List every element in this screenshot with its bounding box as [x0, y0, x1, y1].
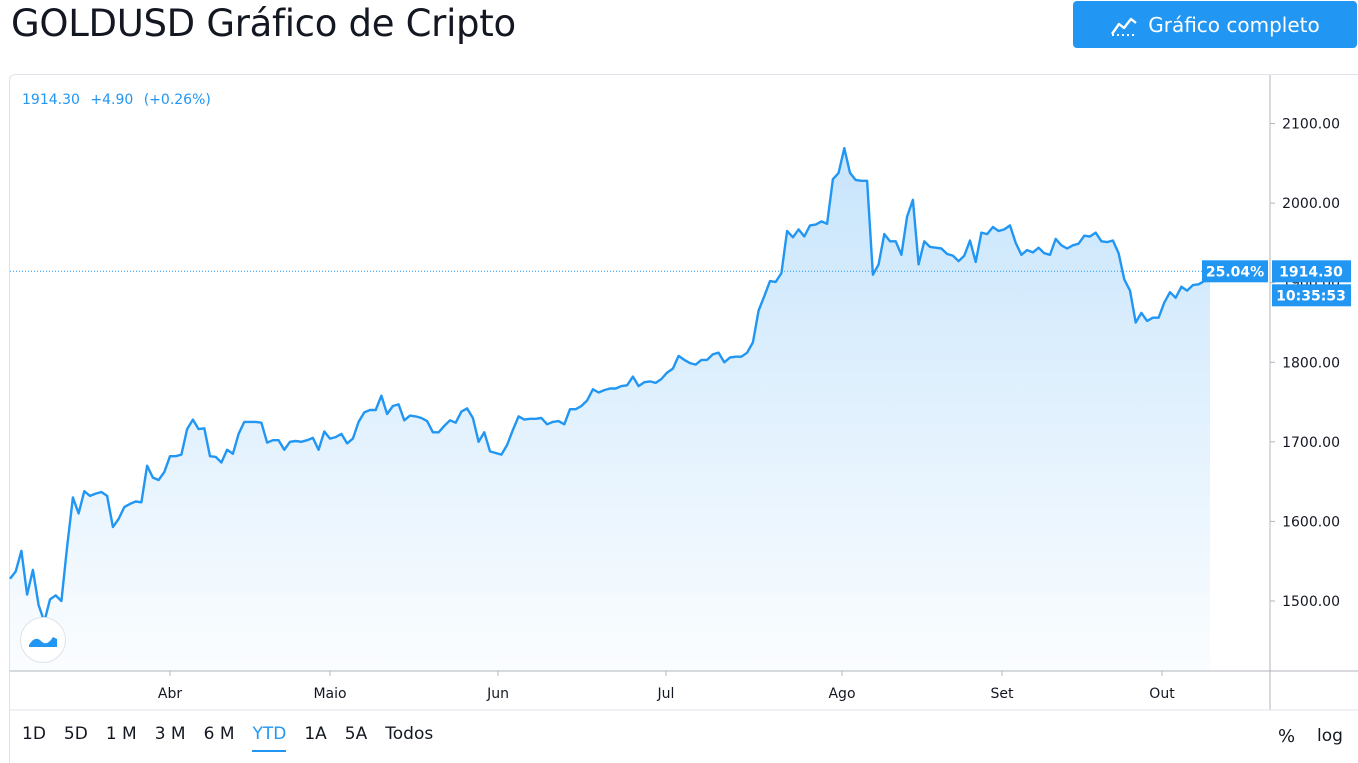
full-chart-button[interactable]: Gráfico completo — [1073, 1, 1357, 48]
chart-line-icon — [1111, 17, 1137, 36]
last-price-tag-label: 1914.30 — [1279, 264, 1343, 280]
tradingview-logo[interactable] — [20, 617, 66, 663]
y-tick-label: 1500.00 — [1282, 594, 1340, 610]
time-tag — [1272, 284, 1351, 307]
range-selector: 1D 5D 1 M 3 M 6 M YTD 1A 5A Todos — [22, 724, 451, 752]
time-tag-label: 10:35:53 — [1276, 288, 1346, 304]
range-6m[interactable]: 6 M — [203, 724, 235, 744]
range-1a[interactable]: 1A — [304, 724, 327, 744]
full-chart-label: Gráfico completo — [1148, 12, 1320, 37]
log-toggle[interactable]: log — [1317, 726, 1343, 746]
range-3m[interactable]: 3 M — [154, 724, 186, 744]
y-tick-label: 1700.00 — [1282, 435, 1340, 451]
y-tick-label: 2000.00 — [1282, 196, 1340, 212]
range-todos[interactable]: Todos — [385, 724, 434, 744]
range-1d[interactable]: 1D — [22, 724, 46, 744]
range-5a[interactable]: 5A — [344, 724, 368, 744]
x-tick-label: Set — [991, 686, 1015, 702]
price-area — [10, 148, 1210, 671]
range-1m[interactable]: 1 M — [105, 724, 137, 744]
x-tick-label: Abr — [158, 686, 182, 702]
y-tick-label: 1800.00 — [1282, 355, 1340, 371]
price-line — [9, 147, 1212, 623]
page-title: GOLDUSD Gráfico de Cripto — [11, 2, 516, 45]
x-tick-label: Ago — [828, 686, 855, 702]
x-tick-label: Out — [1149, 686, 1175, 702]
range-5d[interactable]: 5D — [63, 724, 88, 744]
chart-frame — [9, 74, 1358, 763]
tradingview-icon — [29, 637, 57, 647]
legend-change: +4.90 — [90, 92, 134, 108]
legend-price: 1914.30 — [22, 92, 80, 108]
percent-tag-label: 25.04% — [1206, 264, 1264, 280]
x-tick-label: Jun — [486, 686, 509, 702]
legend-change-pct: (+0.26%) — [143, 92, 211, 108]
percent-toggle[interactable]: % — [1278, 726, 1296, 747]
y-tick-label: 2100.00 — [1282, 117, 1340, 133]
x-tick-label: Maio — [313, 686, 346, 702]
range-ytd[interactable]: YTD — [252, 724, 287, 752]
price-legend: 1914.30 +4.90 (+0.26%) — [22, 92, 217, 108]
x-tick-label: Jul — [657, 686, 675, 702]
last-price-tag — [1272, 260, 1351, 283]
percent-tag — [1202, 260, 1268, 283]
y-tick-label: 1600.00 — [1282, 514, 1340, 530]
